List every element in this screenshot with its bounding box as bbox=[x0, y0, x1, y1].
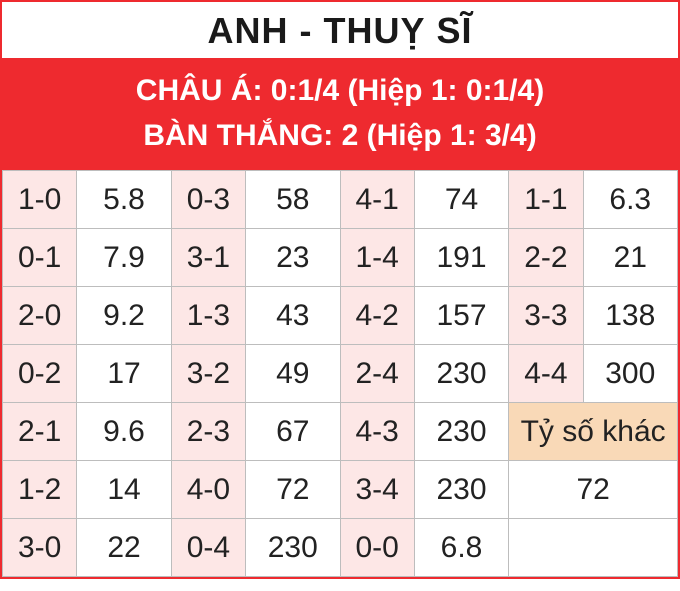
table-row: 0-1 7.9 3-1 23 1-4 191 2-2 21 bbox=[3, 229, 678, 287]
table-row: 2-0 9.2 1-3 43 4-2 157 3-3 138 bbox=[3, 287, 678, 345]
score-cell: 4-0 bbox=[171, 461, 245, 519]
odds-cell: 74 bbox=[414, 171, 509, 229]
score-cell: 1-0 bbox=[3, 171, 77, 229]
score-cell: 0-4 bbox=[171, 519, 245, 577]
score-cell: 0-0 bbox=[340, 519, 414, 577]
odds-cell: 5.8 bbox=[77, 171, 172, 229]
table-row: 1-2 14 4-0 72 3-4 230 72 bbox=[3, 461, 678, 519]
score-cell: 4-3 bbox=[340, 403, 414, 461]
score-cell: 1-1 bbox=[509, 171, 583, 229]
odds-cell: 7.9 bbox=[77, 229, 172, 287]
odds-cell: 230 bbox=[414, 345, 509, 403]
score-cell: 4-4 bbox=[509, 345, 583, 403]
goals-line: BÀN THẮNG: 2 (Hiệp 1: 3/4) bbox=[2, 113, 678, 158]
odds-table: 1-0 5.8 0-3 58 4-1 74 1-1 6.3 0-1 7.9 3-… bbox=[2, 170, 678, 577]
empty-cell bbox=[509, 519, 678, 577]
score-cell: 2-3 bbox=[171, 403, 245, 461]
score-cell: 0-1 bbox=[3, 229, 77, 287]
score-cell: 4-2 bbox=[340, 287, 414, 345]
table-row: 1-0 5.8 0-3 58 4-1 74 1-1 6.3 bbox=[3, 171, 678, 229]
score-cell: 3-2 bbox=[171, 345, 245, 403]
odds-cell: 230 bbox=[414, 403, 509, 461]
odds-cell: 43 bbox=[246, 287, 341, 345]
score-cell: 0-3 bbox=[171, 171, 245, 229]
odds-cell: 157 bbox=[414, 287, 509, 345]
score-cell: 3-4 bbox=[340, 461, 414, 519]
score-cell: 0-2 bbox=[3, 345, 77, 403]
other-score-value: 72 bbox=[509, 461, 678, 519]
odds-cell: 138 bbox=[583, 287, 678, 345]
odds-cell: 230 bbox=[414, 461, 509, 519]
odds-cell: 6.8 bbox=[414, 519, 509, 577]
odds-cell: 17 bbox=[77, 345, 172, 403]
table-row: 3-0 22 0-4 230 0-0 6.8 bbox=[3, 519, 678, 577]
odds-subheader: CHÂU Á: 0:1/4 (Hiệp 1: 0:1/4) BÀN THẮNG:… bbox=[2, 58, 678, 170]
score-cell: 1-3 bbox=[171, 287, 245, 345]
score-cell: 2-2 bbox=[509, 229, 583, 287]
odds-cell: 49 bbox=[246, 345, 341, 403]
score-cell: 2-1 bbox=[3, 403, 77, 461]
score-cell: 2-4 bbox=[340, 345, 414, 403]
score-cell: 4-1 bbox=[340, 171, 414, 229]
odds-cell: 300 bbox=[583, 345, 678, 403]
score-cell: 2-0 bbox=[3, 287, 77, 345]
score-cell: 1-2 bbox=[3, 461, 77, 519]
odds-cell: 72 bbox=[246, 461, 341, 519]
odds-cell: 21 bbox=[583, 229, 678, 287]
odds-cell: 6.3 bbox=[583, 171, 678, 229]
odds-cell: 22 bbox=[77, 519, 172, 577]
table-row: 0-2 17 3-2 49 2-4 230 4-4 300 bbox=[3, 345, 678, 403]
table-row: 2-1 9.6 2-3 67 4-3 230 Tỷ số khác bbox=[3, 403, 678, 461]
score-cell: 3-0 bbox=[3, 519, 77, 577]
odds-cell: 67 bbox=[246, 403, 341, 461]
match-title: ANH - THUỴ SĨ bbox=[2, 2, 678, 58]
score-cell: 1-4 bbox=[340, 229, 414, 287]
odds-cell: 23 bbox=[246, 229, 341, 287]
other-score-label: Tỷ số khác bbox=[509, 403, 678, 461]
odds-cell: 14 bbox=[77, 461, 172, 519]
score-cell: 3-1 bbox=[171, 229, 245, 287]
odds-cell: 191 bbox=[414, 229, 509, 287]
odds-cell: 230 bbox=[246, 519, 341, 577]
score-cell: 3-3 bbox=[509, 287, 583, 345]
odds-table-container: ANH - THUỴ SĨ CHÂU Á: 0:1/4 (Hiệp 1: 0:1… bbox=[0, 0, 680, 579]
odds-cell: 9.6 bbox=[77, 403, 172, 461]
odds-cell: 9.2 bbox=[77, 287, 172, 345]
asian-handicap-line: CHÂU Á: 0:1/4 (Hiệp 1: 0:1/4) bbox=[2, 68, 678, 113]
odds-cell: 58 bbox=[246, 171, 341, 229]
